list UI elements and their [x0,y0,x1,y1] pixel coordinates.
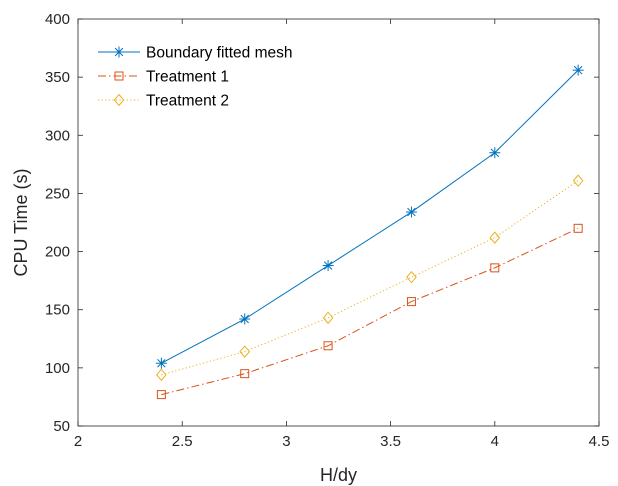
y-tick-label: 50 [53,418,70,435]
data-point [407,272,416,283]
x-tick-label: 2.5 [172,433,193,450]
data-point [406,207,417,218]
x-tick-label: 3 [282,433,290,450]
x-tick-label: 4 [491,433,499,450]
series-3 [157,175,583,380]
data-point [323,260,334,271]
legend-entry: Treatment 1 [98,69,229,86]
data-point [573,175,582,186]
x-axis-title: H/dy [320,465,357,485]
legend-label: Boundary fitted mesh [146,45,292,62]
y-tick-label: 350 [45,69,70,86]
y-tick-label: 150 [45,302,70,319]
data-point [239,314,250,325]
data-point [156,358,167,369]
y-tick-label: 250 [45,185,70,202]
x-tick-label: 4.5 [589,433,610,450]
data-point [241,370,249,378]
legend-label: Treatment 1 [146,69,229,86]
legend-label: Treatment 2 [146,93,229,110]
y-axis-title: CPU Time (s) [11,169,31,277]
data-point [489,147,500,158]
legend-marker [114,47,125,58]
y-tick-label: 400 [45,11,70,28]
y-tick-label: 100 [45,360,70,377]
series-line [161,70,578,363]
series-1 [156,65,584,369]
data-point [573,65,584,76]
axes: 2 2.5 3 3.5 4 4.5 50 100 150 200 250 300 350 400 [45,11,609,450]
data-point [490,232,499,243]
y-tick-label: 200 [45,244,70,261]
y-tick-label: 300 [45,127,70,144]
series-line [161,181,578,375]
legend-marker [114,95,123,106]
x-tick-label: 3.5 [380,433,401,450]
series-group [156,65,584,399]
legend: Boundary fitted mesh Treatment 1 Treatment… [98,45,292,110]
series-line [161,228,578,394]
legend-entry: Boundary fitted mesh [98,45,292,62]
series-2 [157,224,582,398]
legend-entry: Treatment 2 [98,93,229,110]
x-tick-label: 2 [74,433,82,450]
